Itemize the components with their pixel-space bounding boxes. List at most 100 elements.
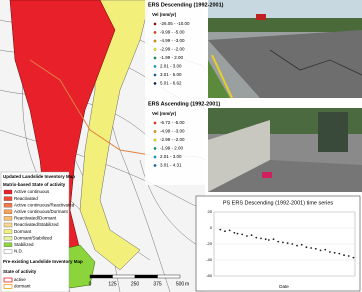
legend-swatch [3,209,13,214]
point [324,248,327,251]
legend-item: -6.72 - -5.00 [160,120,185,125]
insar-legend-box [145,0,205,185]
point [300,243,303,246]
point [267,239,270,241]
legend-item: Dormant/Stabilized [14,235,53,240]
legend-dot [153,48,157,51]
legend-dot [153,73,157,77]
legend-dot [153,147,157,150]
legend-swatch [3,242,13,247]
legend-dot [153,164,157,167]
legend-dot [153,130,157,133]
point [319,249,322,252]
photo-wall [208,108,362,192]
point [228,229,231,232]
legend-item: Reactivated/Dormant [14,216,57,221]
legend-swatch [3,222,13,228]
point [277,240,280,243]
point [291,243,294,245]
scale-label: 375 [153,281,162,287]
legend-item: Stabilized [14,242,34,247]
legend-item: Dormant [14,229,32,234]
legend-title: ERS Descending (1992-2001) [148,2,224,8]
point [224,230,226,233]
legend-dot [153,155,157,159]
legend-dot [153,56,157,60]
point [286,242,289,245]
legend-item: -26.05 - -10.00 [160,21,190,26]
point [347,255,350,257]
legend-item: Reactivated/Stabilized [14,222,59,227]
scale-segment [134,274,158,279]
point [352,256,355,259]
point [264,238,267,241]
point [260,237,262,240]
legend-dot [153,22,157,26]
y-tick-label: 20 [208,209,213,214]
chart-frame [195,195,361,292]
x-axis-label: Date [279,284,289,289]
chart-title: PS ERS Descending (1992-2001) time serie… [223,200,334,206]
scale-segment [89,274,113,279]
point [272,238,275,241]
legend-item: 2.01 - 3.00 [160,154,182,159]
legend-item: Active continuous/Reactivated [14,202,75,207]
legend-title: Pre-existing Landslide Inventory Map [3,259,83,264]
scale-label: 125 [108,281,117,287]
point [329,251,331,253]
legend-swatch [3,284,13,289]
point [219,228,222,231]
point [241,233,244,236]
legend-title: ERS Ascending (1992-2001) [148,101,220,107]
y-tick-label: -40 [206,257,213,262]
y-tick-label: -20 [206,241,213,246]
legend-item: -4.99 - -3.00 [160,129,185,134]
legend-item: -4.99 - -3.00 [160,38,185,43]
point [305,246,308,249]
point [310,247,313,249]
legend-item: Active continuous/Dormant [14,209,69,214]
legend-dot [153,82,157,85]
legend-item: active [14,277,26,282]
point [282,241,284,244]
legend-swatch [3,196,13,201]
legend-swatch [3,229,13,234]
legend-swatch [3,189,13,195]
point [250,234,253,237]
point [314,247,317,250]
point [343,254,345,257]
legend-item: dormant [14,284,31,289]
legend-item: -1.99 - 2.00 [160,146,184,151]
point [236,232,239,235]
point [246,235,248,237]
point [296,244,298,247]
legend-dot [153,138,157,142]
point [233,231,236,234]
legend-unit: Vel (mm/yr) [152,111,177,116]
inventory-legend-box [0,171,70,292]
legend-swatch [3,216,13,221]
legend-subtitle: State of activity [3,269,37,274]
legend-item: 5.01 - 6.62 [160,81,182,86]
scale-segment [157,274,181,279]
legend-unit: Vel (mm/yr) [152,12,177,17]
point [338,252,341,255]
road [29,59,151,156]
legend-item: 2.01 - 3.00 [160,64,182,69]
y-tick-label: 0 [210,225,213,230]
legend-dot [153,65,157,68]
legend-swatch [3,236,13,241]
legend-swatch [3,203,13,208]
legend-subtitle: Matrix-based State of activity [3,182,66,187]
photo-road [208,0,362,99]
legend-item: N.D. [14,249,23,254]
legend-item: Reactivated [14,196,38,201]
point [255,236,258,239]
scale-segment [112,274,136,279]
y-tick-label: -60 [206,273,213,278]
legend-item: -2.99 - -2.00 [160,47,185,52]
legend-swatch [3,277,13,283]
legend-item: -2.99 - -2.00 [160,137,185,142]
legend-item: -9.99 - -5.00 [160,30,185,35]
